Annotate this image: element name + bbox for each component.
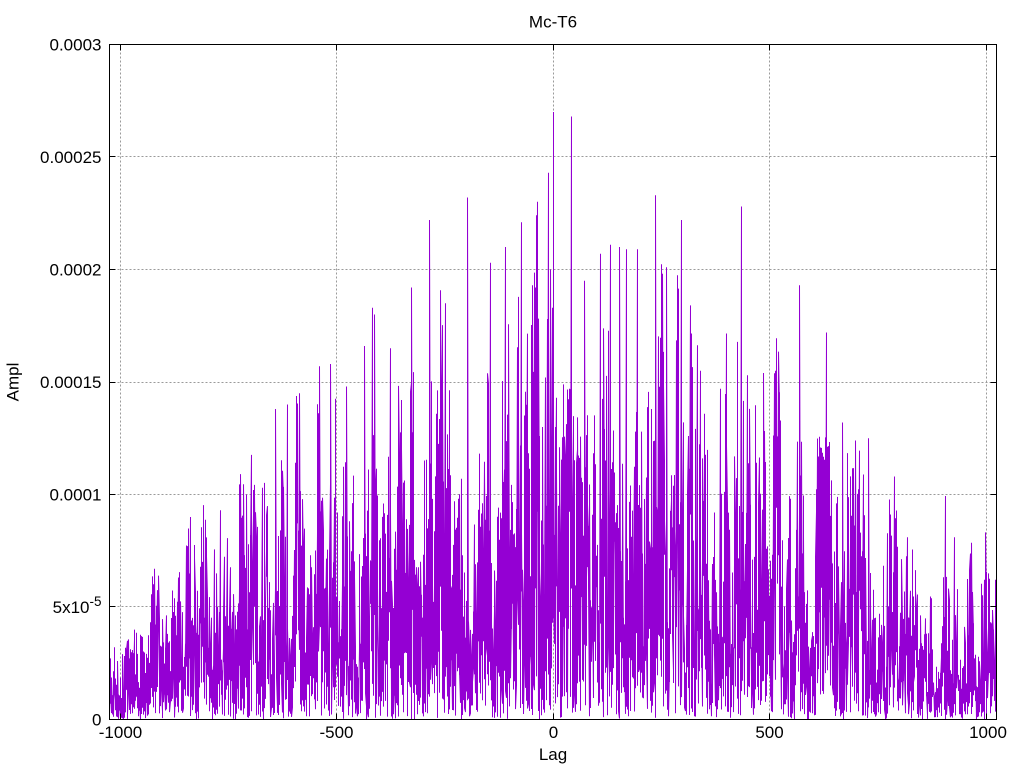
svg-text:0.0002: 0.0002	[50, 260, 102, 279]
svg-text:Mc-T6: Mc-T6	[529, 13, 577, 32]
svg-text:-1000: -1000	[99, 723, 142, 742]
svg-text:0.0003: 0.0003	[50, 35, 102, 54]
svg-text:500: 500	[755, 723, 783, 742]
svg-text:0.00025: 0.00025	[40, 148, 101, 167]
svg-text:1000: 1000	[969, 723, 1007, 742]
svg-text:Ampl: Ampl	[4, 363, 23, 402]
svg-text:Lag: Lag	[539, 745, 567, 764]
svg-text:5x10-5: 5x10-5	[53, 594, 102, 617]
svg-text:0.0001: 0.0001	[50, 485, 102, 504]
svg-text:-500: -500	[319, 723, 353, 742]
svg-text:0.00015: 0.00015	[40, 373, 101, 392]
svg-text:0: 0	[92, 710, 101, 729]
svg-text:0: 0	[549, 723, 558, 742]
